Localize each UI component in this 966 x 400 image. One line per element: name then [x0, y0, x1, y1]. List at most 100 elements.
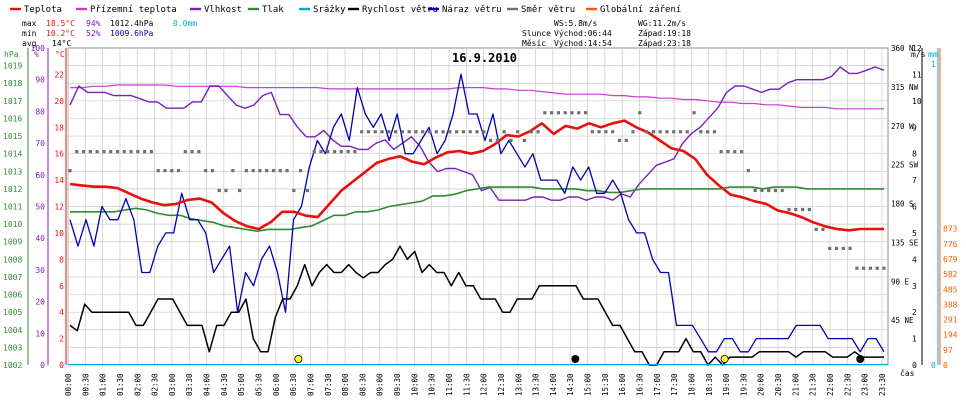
solar-tick-label: 291	[943, 316, 958, 325]
wind-speed-tick-label: 2	[912, 308, 917, 317]
wind-direction-point	[556, 111, 560, 115]
wind-direction-point	[706, 130, 710, 134]
solar-tick-label: 485	[943, 285, 958, 294]
wind-direction-point	[292, 188, 296, 193]
x-tick-label: 10:00	[410, 373, 419, 396]
wind-gust-info: WG:11.2m/s	[638, 19, 686, 28]
stat-max-humidity: 94%	[86, 19, 101, 28]
temperature-line	[69, 119, 884, 232]
wind-speed-tick-label: 4	[912, 255, 917, 264]
stat-min-pressure: 1009.6hPa	[110, 29, 154, 38]
x-tick-label: 01:00	[99, 373, 108, 396]
wind-direction-point	[577, 111, 581, 115]
wind-speed-tick-label: 8	[912, 150, 917, 159]
wind-direction-point	[271, 169, 276, 173]
wind-direction-point	[522, 138, 527, 142]
x-tick-label: 03:00	[168, 373, 177, 396]
pressure-unit-label: hPa	[4, 50, 19, 59]
x-tick-label: 08:00	[341, 373, 350, 396]
humidity-tick-label: 0	[40, 361, 45, 370]
x-tick-label: 17:00	[653, 373, 662, 396]
x-tick-label: 11:30	[462, 373, 471, 396]
humidity-tick-label: 60	[35, 171, 45, 180]
x-tick-label: 18:00	[687, 373, 696, 396]
humidity-tick-label: 40	[35, 234, 45, 243]
x-tick-label: 02:00	[133, 373, 142, 396]
legend-label: Vlhkost	[204, 5, 242, 15]
wind-direction-point	[834, 246, 839, 250]
wind-direction-point	[862, 266, 866, 270]
wind-direction-point	[712, 130, 717, 134]
wind-direction-point	[224, 188, 228, 193]
wind-direction-point	[753, 188, 757, 193]
wind-direction-point	[617, 138, 622, 142]
legend-label: Náraz větru	[442, 5, 502, 15]
wind-direction-point	[719, 150, 723, 154]
x-tick-label: 05:00	[237, 373, 246, 396]
wind-direction-point	[183, 150, 187, 154]
wind-direction-point	[482, 130, 486, 134]
pressure-tick-label: 1015	[3, 132, 22, 141]
humidity-tick-label: 90	[35, 76, 45, 85]
x-tick-label: 20:30	[774, 373, 783, 396]
x-tick-label: 08:30	[358, 373, 367, 396]
wind-direction-point	[387, 130, 391, 134]
solar-tick-label: 873	[943, 225, 958, 234]
wind-direction-point	[611, 130, 615, 134]
wind-direction-point	[624, 138, 628, 142]
legend-label: Přízemní teplota	[90, 5, 177, 15]
wind-direction-point	[380, 130, 384, 134]
wind-direction-point	[115, 150, 120, 154]
wind-direction-point	[360, 130, 364, 134]
wind-direction-point	[244, 169, 248, 173]
wind-direction-point	[265, 169, 269, 173]
wind-direction-point	[176, 169, 181, 173]
wind-direction-point	[427, 130, 432, 134]
pressure-tick-label: 1007	[3, 273, 22, 282]
sunset-marker	[720, 354, 729, 363]
stat-avg-label: avg	[22, 39, 37, 48]
wind-direction-tick-label: 90 E	[891, 277, 910, 286]
wind-direction-point	[495, 138, 499, 142]
legend-label: Globální záření	[600, 5, 681, 15]
x-tick-label: 17:30	[670, 373, 679, 396]
legend-label: Srážky	[313, 5, 346, 15]
moonrise-time: Východ:14:54	[554, 39, 612, 48]
x-tick-label: 00:30	[81, 373, 90, 396]
temperature-tick-label: 12	[54, 203, 64, 212]
solar-tick-label: 679	[943, 255, 958, 264]
humidity-tick-label: 70	[35, 139, 45, 148]
wind-direction-point	[875, 266, 879, 270]
wind-direction-point	[366, 130, 371, 134]
stat-max-temp: 18.5°C	[46, 19, 75, 28]
wind-direction-point	[733, 150, 737, 154]
wind-speed-tick-label: 9	[912, 123, 917, 132]
stat-min-temp: 10.2°C	[46, 29, 75, 38]
pressure-tick-label: 1010	[3, 220, 22, 229]
wind-direction-point	[773, 188, 778, 193]
wind-direction-point	[149, 150, 153, 154]
x-tick-label: 23:00	[861, 373, 870, 396]
wind-speed-tick-label: 7	[912, 176, 917, 185]
x-tick-label: 19:00	[722, 373, 731, 396]
wind-direction-point	[170, 169, 174, 173]
wind-direction-point	[143, 150, 147, 154]
wind-speed-tick-label: 10	[912, 97, 922, 106]
wind-direction-point	[488, 138, 493, 142]
wind-direction-point	[848, 246, 852, 250]
wind-direction-point	[237, 188, 242, 193]
pressure-tick-label: 1012	[3, 185, 22, 194]
wind-direction-point	[258, 169, 262, 173]
wind-direction-point	[353, 150, 357, 154]
wind-direction-point	[373, 130, 377, 134]
temperature-unit-label: °C	[55, 50, 65, 59]
humidity-unit-label: %	[34, 50, 39, 59]
wind-direction-point	[156, 169, 160, 173]
humidity-line	[69, 66, 885, 201]
solar-tick-label: 582	[943, 270, 958, 279]
x-tick-label: 13:00	[514, 373, 523, 396]
wind-direction-point	[801, 207, 805, 212]
wind-direction-point	[739, 150, 744, 154]
x-tick-label: 19:30	[739, 373, 748, 396]
